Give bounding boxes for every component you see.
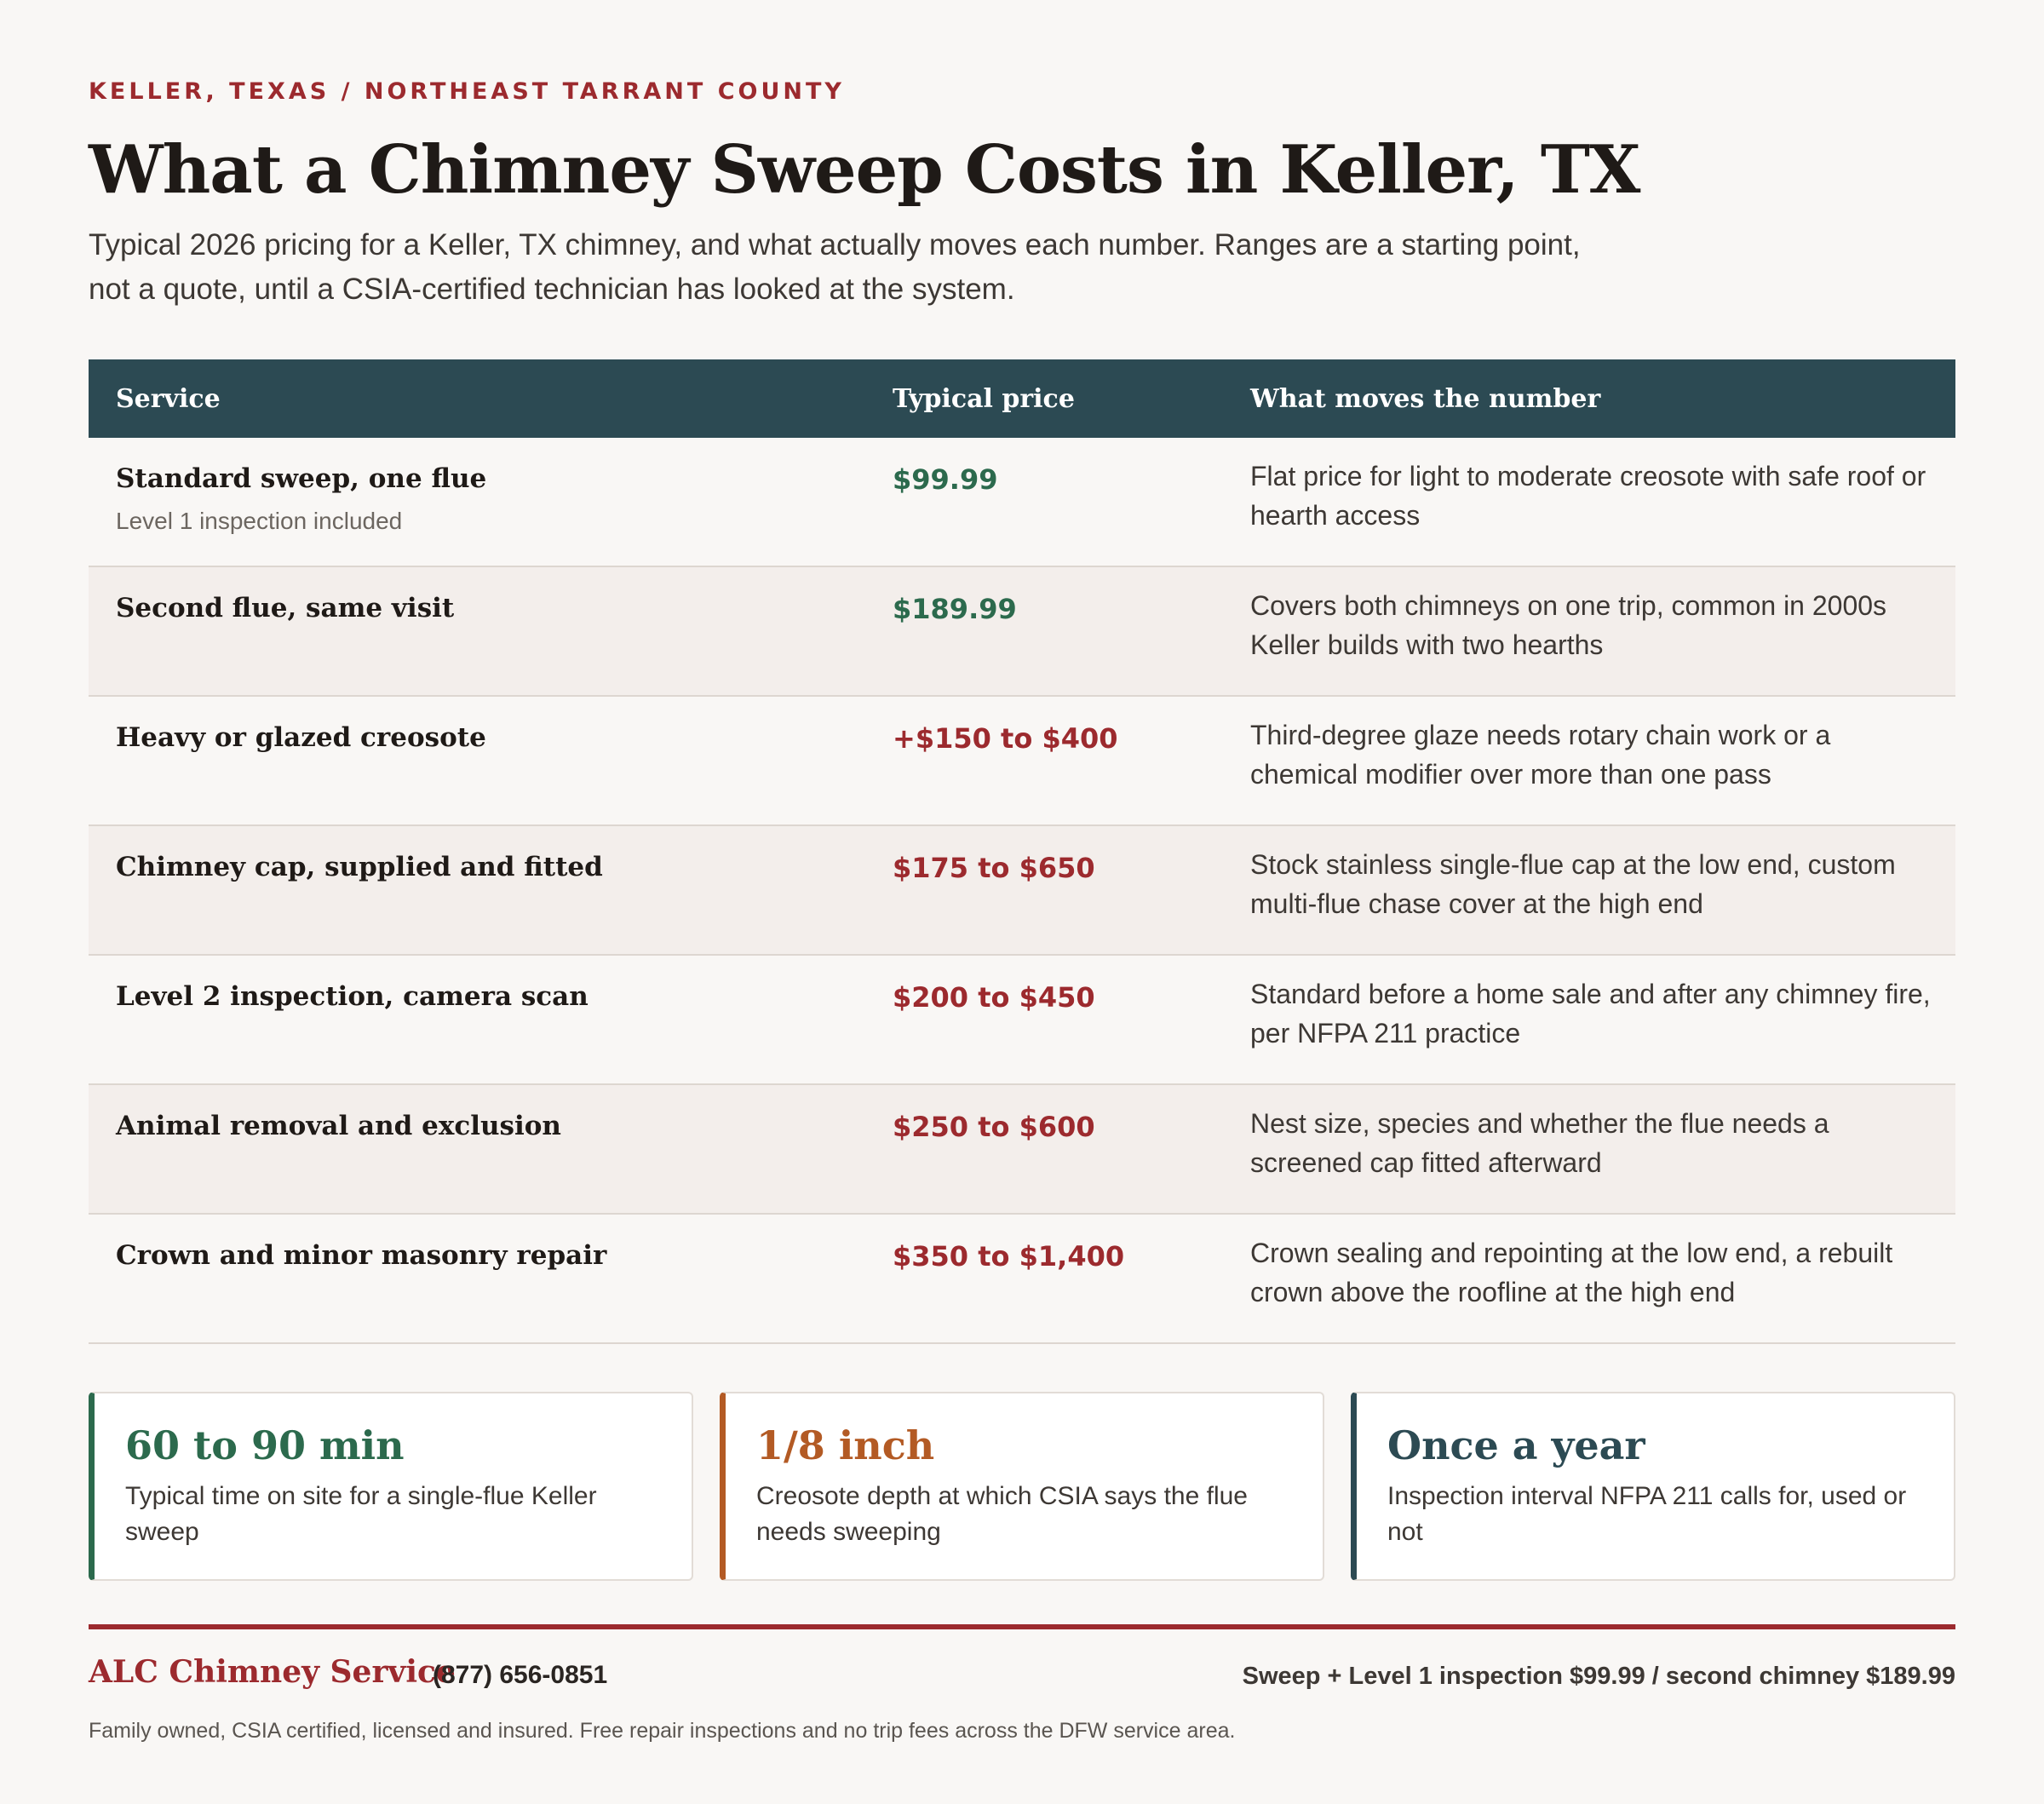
phone-link[interactable]: (877) 656-0851 <box>433 1661 608 1689</box>
stat-label: Creosote depth at which CSIA says the fl… <box>756 1482 1248 1546</box>
stat-value: 1/8 inch <box>756 1422 935 1468</box>
stat-cards: 60 to 90 min Typical time on site for a … <box>89 1392 1955 1581</box>
stat-card-creosote-depth: 1/8 inch Creosote depth at which CSIA sa… <box>720 1392 1324 1581</box>
table-row: Crown and minor masonry repair $350 to $… <box>89 1215 1955 1344</box>
stat-label: Typical time on site for a single-flue K… <box>125 1482 597 1546</box>
offer-summary: Sweep + Level 1 inspection $99.99 / seco… <box>1242 1663 1955 1690</box>
column-header-service: Service <box>116 383 221 414</box>
service-name: Level 2 inspection, camera scan <box>116 981 589 1012</box>
service-price: $99.99 <box>893 463 998 496</box>
location-kicker: KELLER, TEXAS / NORTHEAST TARRANT COUNTY <box>89 78 845 105</box>
table-row: Chimney cap, supplied and fitted $175 to… <box>89 826 1955 956</box>
page-title: What a Chimney Sweep Costs in Keller, TX <box>89 131 1640 209</box>
price-factors: Standard before a home sale and after an… <box>1250 979 1931 1049</box>
price-factors: Stock stainless single-flue cap at the l… <box>1250 849 1896 919</box>
service-price: $350 to $1,400 <box>893 1240 1125 1273</box>
price-factors: Covers both chimneys on one trip, common… <box>1250 590 1887 660</box>
table-row: Animal removal and exclusion $250 to $60… <box>89 1085 1955 1215</box>
company-fineprint: Family owned, CSIA certified, licensed a… <box>89 1719 1236 1743</box>
stat-value: 60 to 90 min <box>125 1422 405 1468</box>
stat-card-sweep-time: 60 to 90 min Typical time on site for a … <box>89 1392 693 1581</box>
intro-paragraph: Typical 2026 pricing for a Keller, TX ch… <box>89 228 1581 306</box>
stat-label: Inspection interval NFPA 211 calls for, … <box>1387 1482 1907 1546</box>
table-row: Level 2 inspection, camera scan $200 to … <box>89 956 1955 1085</box>
price-factors: Third-degree glaze needs rotary chain wo… <box>1250 720 1831 790</box>
company-name: ALC Chimney Service <box>89 1654 456 1690</box>
table-row: Standard sweep, one flue Level 1 inspect… <box>89 438 1955 567</box>
service-name: Animal removal and exclusion <box>116 1111 561 1141</box>
service-price: $200 to $450 <box>893 981 1095 1014</box>
service-price: $250 to $600 <box>893 1111 1095 1143</box>
footer-divider <box>89 1624 1955 1629</box>
service-name: Second flue, same visit <box>116 593 455 623</box>
table-row: Heavy or glazed creosote +$150 to $400 T… <box>89 697 1955 826</box>
service-price: $175 to $650 <box>893 852 1095 884</box>
price-factors: Crown sealing and repointing at the low … <box>1250 1238 1893 1307</box>
table-row: Second flue, same visit $189.99 Covers b… <box>89 567 1955 697</box>
service-name: Crown and minor masonry repair <box>116 1240 607 1271</box>
service-name: Heavy or glazed creosote <box>116 722 486 753</box>
price-factors: Nest size, species and whether the flue … <box>1250 1108 1829 1178</box>
column-header-price: Typical price <box>893 383 1075 414</box>
service-name: Standard sweep, one flue <box>116 463 487 494</box>
service-price: +$150 to $400 <box>893 722 1118 755</box>
table-header-row: Service Typical price What moves the num… <box>89 359 1955 438</box>
service-note: Level 1 inspection included <box>116 508 403 534</box>
service-name: Chimney cap, supplied and fitted <box>116 852 603 882</box>
service-price: $189.99 <box>893 593 1017 625</box>
stat-value: Once a year <box>1387 1422 1645 1468</box>
stat-card-inspection-interval: Once a year Inspection interval NFPA 211… <box>1351 1392 1955 1581</box>
price-factors: Flat price for light to moderate creosot… <box>1250 461 1926 531</box>
pricing-table: Service Typical price What moves the num… <box>89 359 1955 1344</box>
column-header-factors: What moves the number <box>1250 383 1601 414</box>
